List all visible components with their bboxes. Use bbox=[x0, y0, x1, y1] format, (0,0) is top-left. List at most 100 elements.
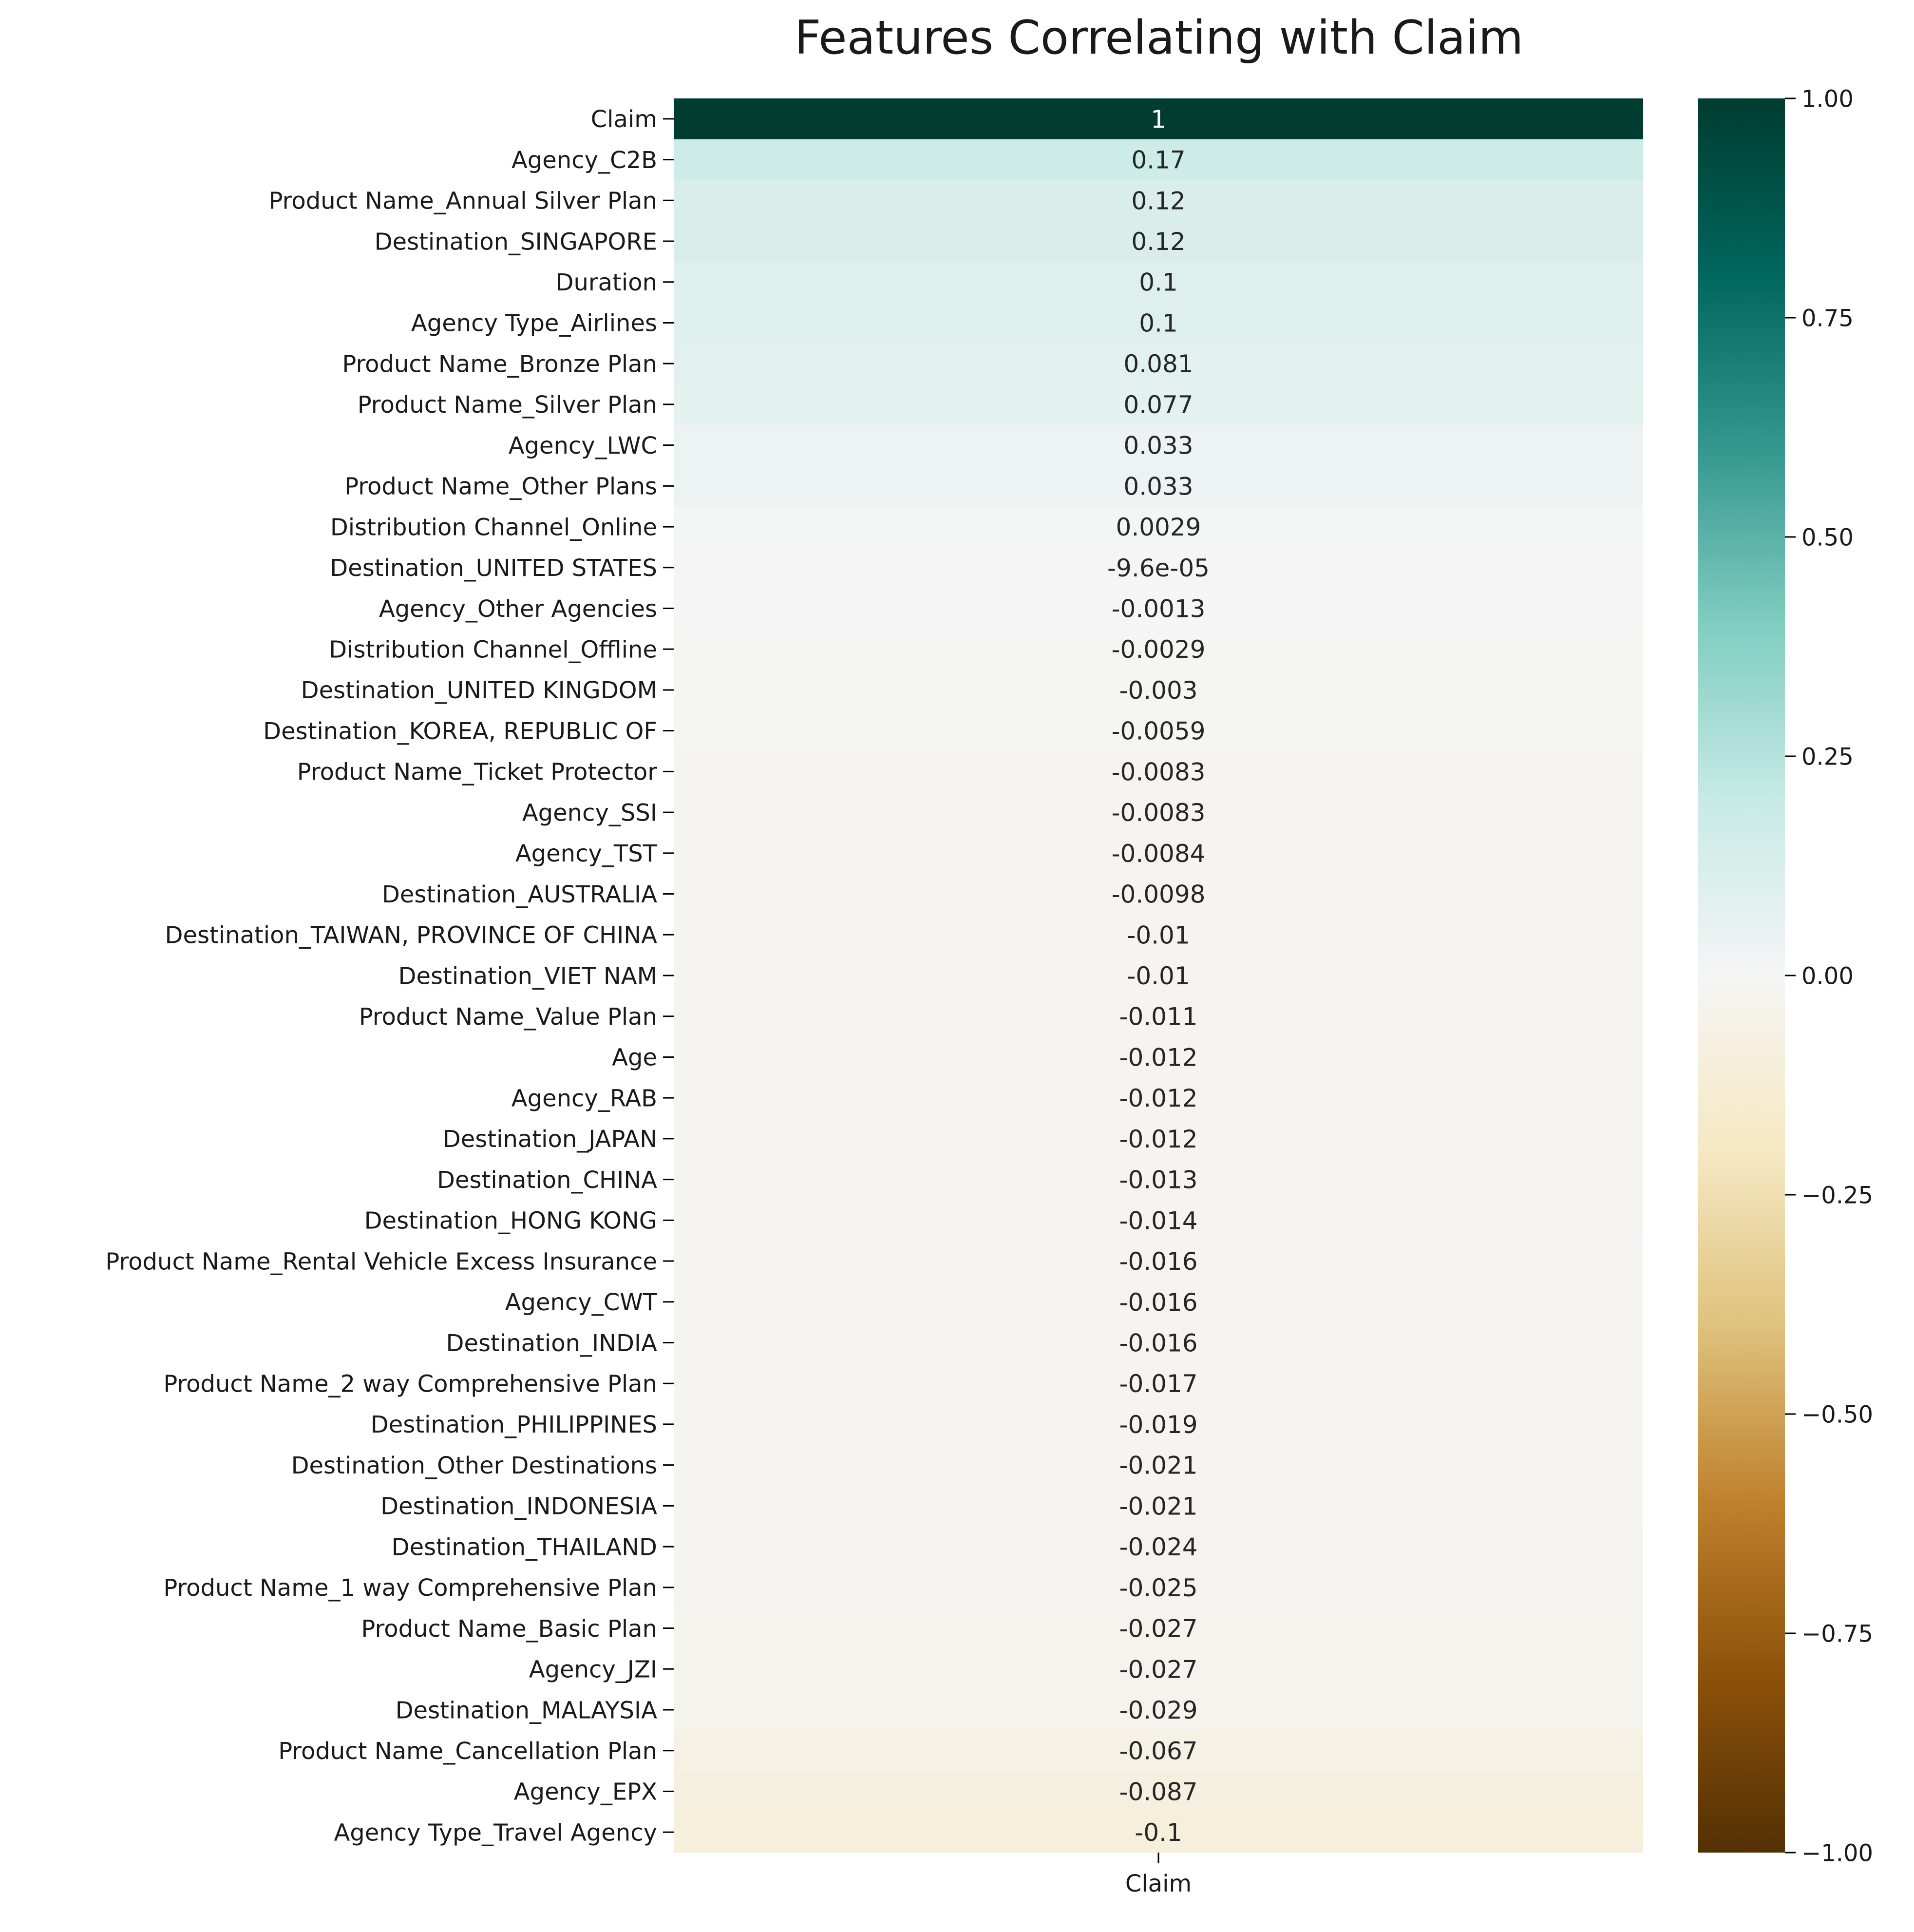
heatmap-cell bbox=[674, 506, 1643, 548]
heatmap-cell bbox=[674, 832, 1643, 874]
row-label: Destination_VIET NAM bbox=[398, 962, 658, 990]
row-label: Product Name_1 way Comprehensive Plan bbox=[163, 1574, 657, 1602]
heatmap-cell bbox=[674, 1444, 1643, 1486]
cell-annotation: 0.1 bbox=[1139, 309, 1178, 337]
heatmap-cell bbox=[674, 1281, 1643, 1323]
heatmap-cell bbox=[674, 1689, 1643, 1731]
heatmap-cell bbox=[674, 1322, 1643, 1363]
colorbar-tick-label: 0.00 bbox=[1801, 962, 1854, 990]
cell-annotation: 0.17 bbox=[1131, 146, 1185, 174]
heatmap-cell bbox=[674, 384, 1643, 425]
colorbar-gradient bbox=[1698, 98, 1785, 1853]
heatmap-cell bbox=[674, 955, 1643, 996]
colorbar-tick-label: −0.75 bbox=[1801, 1620, 1873, 1647]
heatmap-cell bbox=[674, 873, 1643, 915]
cell-annotation: -0.0098 bbox=[1112, 880, 1206, 909]
heatmap-cell bbox=[674, 1567, 1643, 1608]
cell-annotation: -0.01 bbox=[1127, 962, 1190, 990]
heatmap-cell bbox=[674, 792, 1643, 833]
row-label: Distribution Channel_Offline bbox=[329, 636, 657, 664]
colorbar-tick-label: 0.50 bbox=[1801, 524, 1854, 551]
row-label: Age bbox=[612, 1044, 657, 1071]
row-label: Agency_CWT bbox=[505, 1289, 658, 1316]
heatmap-cell bbox=[674, 302, 1643, 344]
colorbar: 1.00 0.75 0.50 0.25 0.00 −0.25 −0.50 −0.75 −1.00 bbox=[1698, 85, 1873, 1867]
heatmap-cell bbox=[674, 1648, 1643, 1690]
cell-annotation: -0.025 bbox=[1119, 1574, 1197, 1602]
cell-annotation: 0.0029 bbox=[1116, 513, 1201, 541]
cell-annotation: -0.087 bbox=[1119, 1778, 1197, 1806]
heatmap-cell bbox=[674, 547, 1643, 589]
cell-annotation: -0.0029 bbox=[1112, 635, 1206, 664]
cell-annotation: -0.012 bbox=[1119, 1125, 1197, 1153]
cell-annotation: -0.0083 bbox=[1112, 799, 1206, 827]
row-label: Product Name_Bronze Plan bbox=[342, 350, 657, 378]
row-label: Product Name_Cancellation Plan bbox=[278, 1738, 657, 1765]
cell-annotation: -9.6e-05 bbox=[1107, 554, 1210, 582]
cell-annotation: -0.016 bbox=[1119, 1288, 1197, 1317]
heatmap-cell bbox=[674, 139, 1643, 180]
heatmap-cell bbox=[674, 1404, 1643, 1445]
heatmap-cell bbox=[674, 1607, 1643, 1649]
cell-annotation: -0.029 bbox=[1119, 1696, 1197, 1724]
colorbar-tick-label: −1.00 bbox=[1801, 1839, 1873, 1867]
cell-annotation: -0.0084 bbox=[1112, 840, 1206, 868]
row-label: Product Name_2 way Comprehensive Plan bbox=[163, 1370, 657, 1397]
row-label: Agency_Other Agencies bbox=[379, 595, 657, 623]
row-label: Agency Type_Travel Agency bbox=[334, 1819, 657, 1846]
row-label: Destination_JAPAN bbox=[443, 1126, 657, 1153]
heatmap-cell bbox=[674, 343, 1643, 384]
row-label: Destination_INDONESIA bbox=[380, 1493, 657, 1520]
heatmap-cell bbox=[674, 1771, 1643, 1812]
cell-annotation: -0.014 bbox=[1119, 1206, 1197, 1235]
cell-annotation: -0.01 bbox=[1127, 921, 1190, 949]
cell-annotation: 0.033 bbox=[1123, 472, 1193, 500]
row-label: Product Name_Basic Plan bbox=[361, 1615, 657, 1643]
cell-annotation: 0.1 bbox=[1139, 268, 1178, 297]
row-label: Destination_CHINA bbox=[437, 1167, 657, 1194]
heatmap-cell bbox=[674, 465, 1643, 507]
colorbar-tick-label: 0.25 bbox=[1801, 743, 1854, 770]
heatmap-cells bbox=[674, 98, 1643, 1853]
colorbar-tick-label: 0.75 bbox=[1801, 305, 1854, 332]
heatmap-cell bbox=[674, 1363, 1643, 1404]
row-label: Destination_UNITED STATES bbox=[330, 555, 657, 582]
cell-annotation: 1 bbox=[1151, 105, 1166, 134]
heatmap-cell bbox=[674, 98, 1643, 140]
heatmap-cell bbox=[674, 710, 1643, 752]
row-label: Destination_TAIWAN, PROVINCE OF CHINA bbox=[165, 922, 657, 949]
row-label: Destination_PHILIPPINES bbox=[371, 1411, 657, 1438]
heatmap-cell bbox=[674, 1200, 1643, 1241]
row-label: Agency_LWC bbox=[509, 432, 657, 459]
cell-annotation: -0.1 bbox=[1135, 1818, 1182, 1847]
row-label: Duration bbox=[556, 269, 657, 296]
cell-annotation: -0.003 bbox=[1119, 676, 1197, 705]
row-label: Destination_THAILAND bbox=[392, 1533, 657, 1561]
row-labels: Claim Agency_C2B Product Name_Annual Silve… bbox=[105, 106, 674, 1846]
cell-annotation: -0.013 bbox=[1119, 1166, 1197, 1194]
row-label: Distribution Channel_Online bbox=[330, 514, 657, 541]
cell-annotation: -0.027 bbox=[1119, 1655, 1197, 1683]
heatmap-cell bbox=[674, 1485, 1643, 1527]
row-label: Destination_INDIA bbox=[446, 1330, 658, 1357]
cell-annotation: -0.067 bbox=[1119, 1737, 1197, 1765]
cell-annotation: -0.024 bbox=[1119, 1533, 1197, 1561]
heatmap-cell bbox=[674, 1077, 1643, 1119]
cell-annotation: -0.016 bbox=[1119, 1329, 1197, 1357]
row-label: Destination_HONG KONG bbox=[364, 1207, 657, 1235]
colorbar-tick-label: 1.00 bbox=[1801, 85, 1854, 113]
heatmap-cell bbox=[674, 995, 1643, 1037]
row-label: Destination_Other Destinations bbox=[291, 1452, 657, 1479]
cell-annotation: -0.016 bbox=[1119, 1247, 1197, 1276]
cell-annotation: 0.12 bbox=[1131, 228, 1185, 256]
cell-annotation: -0.0013 bbox=[1112, 595, 1206, 623]
heatmap-cell bbox=[674, 1812, 1643, 1853]
row-label: Destination_AUSTRALIA bbox=[382, 881, 657, 908]
cell-annotation: -0.017 bbox=[1119, 1370, 1197, 1398]
cell-annotation: -0.0083 bbox=[1112, 758, 1206, 786]
cell-annotation: 0.077 bbox=[1123, 391, 1193, 419]
cell-annotation: -0.027 bbox=[1119, 1615, 1197, 1643]
heatmap-cell bbox=[674, 588, 1643, 629]
